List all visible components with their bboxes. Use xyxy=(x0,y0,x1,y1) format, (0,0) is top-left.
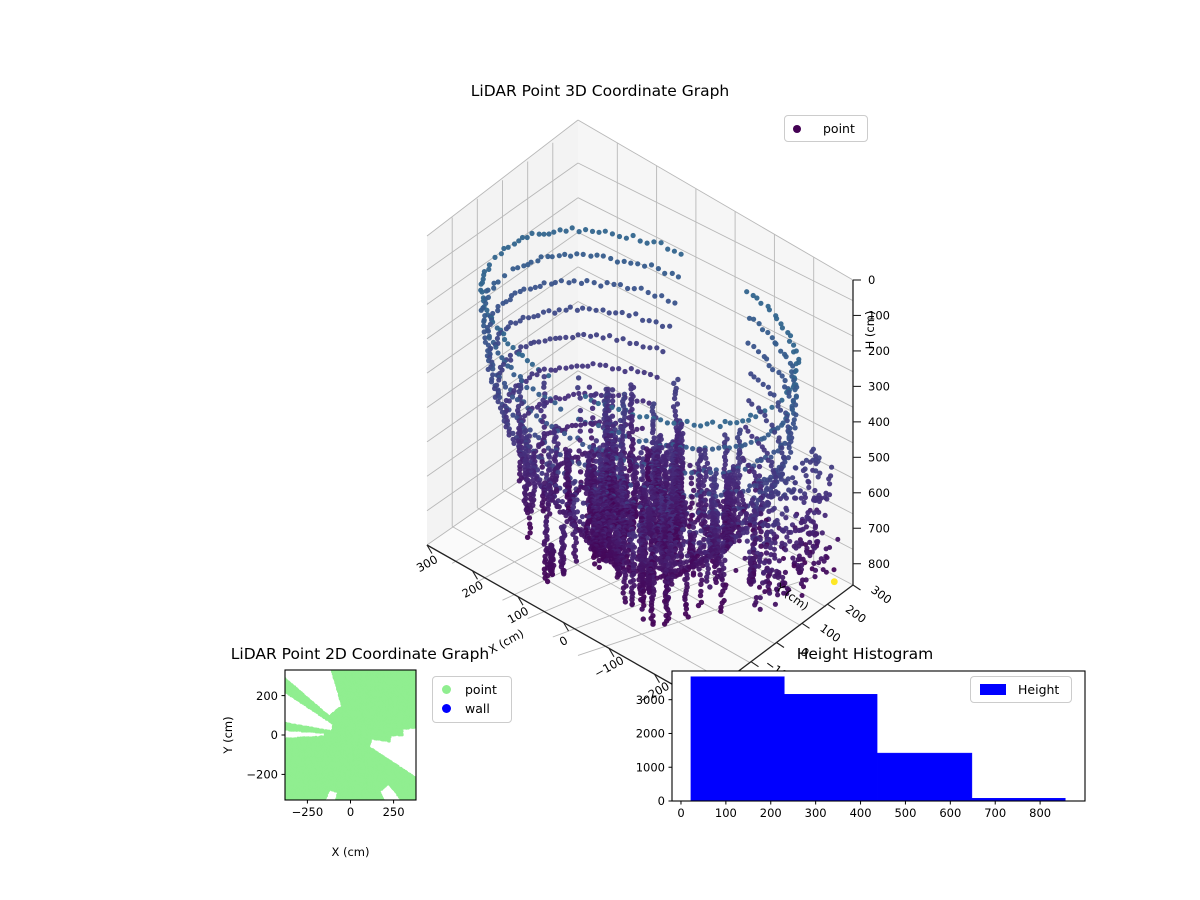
histogram-bar xyxy=(783,694,878,802)
legend-item-point[interactable]: point xyxy=(793,121,855,136)
plot3d-ytick-label: 300 xyxy=(868,583,894,607)
histogram-bars xyxy=(690,676,1066,802)
plot3d-zaxis-label: H (cm) xyxy=(863,311,877,350)
plot2d-xtick-label: 250 xyxy=(383,805,405,819)
plot3d-ztick-label: 700 xyxy=(868,521,890,535)
legend-marker-point xyxy=(442,685,451,694)
plot2d-yaxis-label: Y (cm) xyxy=(221,716,235,754)
plot2d-ytick-label: 200 xyxy=(256,689,278,703)
plot2d-point-cloud xyxy=(285,670,416,800)
plot2d-ytick-label: 0 xyxy=(271,728,278,742)
plot3d-point-cloud xyxy=(478,225,841,627)
histogram-xtick-label: 400 xyxy=(850,806,872,820)
plot3d-ztick-label: 100 xyxy=(868,309,890,323)
histogram-frame xyxy=(671,670,1086,802)
plot3d-xtick-label: 200 xyxy=(460,578,486,601)
plot2d-xtick-label: 0 xyxy=(347,805,354,819)
legend-marker-wall xyxy=(442,704,451,713)
plot3d-xtick-label: −100 xyxy=(592,653,626,681)
histogram-xtick-label: 0 xyxy=(677,806,684,820)
legend-item-height[interactable]: Height xyxy=(980,682,1059,697)
plot3d-ytick-label: 100 xyxy=(817,621,843,645)
legend-marker-point xyxy=(793,124,801,133)
plot3d-ztick-label: 0 xyxy=(868,273,875,287)
plot2d-ytick-label: −200 xyxy=(246,768,278,782)
plot2d: −250 0 250 −200 0 200 X (cm) Y (cm) xyxy=(221,669,417,859)
histogram-xtick-label: 800 xyxy=(1029,806,1051,820)
plot3d-ztick-label: 600 xyxy=(868,486,890,500)
histogram-ticks: 0 100 200 300 400 500 600 700 800 0 1000 2000 3000 xyxy=(636,693,1051,820)
histogram-xtick-label: 700 xyxy=(984,806,1006,820)
plot2d-ticks: −250 0 250 −200 0 200 xyxy=(246,689,404,819)
plot3d-ztick-label: 400 xyxy=(868,415,890,429)
histogram-bar xyxy=(876,752,973,802)
histogram-xtick-label: 100 xyxy=(715,806,737,820)
histogram-xtick-label: 200 xyxy=(760,806,782,820)
histogram-xtick-label: 600 xyxy=(939,806,961,820)
legend-item-wall[interactable]: wall xyxy=(442,701,497,716)
legend-label-point: point xyxy=(823,121,855,136)
plot3d-title: LiDAR Point 3D Coordinate Graph xyxy=(470,82,730,100)
plot3d-ytick-label: 200 xyxy=(843,602,869,626)
plot3d-ztick-label: 500 xyxy=(868,451,890,465)
plot3d-xtick-label: 300 xyxy=(414,552,440,575)
legend-label-height: Height xyxy=(1018,682,1060,697)
histogram-ytick-label: 0 xyxy=(658,794,665,808)
legend-label-wall: wall xyxy=(465,701,490,716)
plot3d-legend[interactable]: point xyxy=(784,115,868,142)
plot2d-legend[interactable]: point wall xyxy=(432,676,512,723)
histogram-legend[interactable]: Height xyxy=(970,676,1073,703)
histogram-ytick-label: 2000 xyxy=(636,727,665,741)
plot3d-xtick-label: 100 xyxy=(505,604,531,627)
plot3d-xtick-label: 0 xyxy=(557,633,570,649)
legend-item-point[interactable]: point xyxy=(442,682,497,697)
histogram-bar xyxy=(690,676,785,802)
plot3d-ztick-label: 300 xyxy=(868,380,890,394)
plot2d-xtick-label: −250 xyxy=(292,805,324,819)
plot3d-ztick-label: 200 xyxy=(868,344,890,358)
plot2d-title: LiDAR Point 2D Coordinate Graph xyxy=(230,645,490,663)
legend-marker-height xyxy=(980,684,1006,695)
histogram-ytick-label: 1000 xyxy=(636,760,665,774)
plot3d-ztick-label: 800 xyxy=(868,557,890,571)
histogram-xtick-label: 300 xyxy=(805,806,827,820)
histogram-ytick-label: 3000 xyxy=(636,693,665,707)
histogram-xtick-label: 500 xyxy=(894,806,916,820)
legend-label-point: point xyxy=(465,682,497,697)
histogram: 0 100 200 300 400 500 600 700 800 0 1000 2000 3000 xyxy=(636,670,1086,820)
histogram-title: Height Histogram xyxy=(796,645,934,663)
plot2d-xaxis-label: X (cm) xyxy=(331,845,369,859)
plot3d-zaxis: 0 100 200 300 400 500 600 700 800 xyxy=(853,273,890,571)
